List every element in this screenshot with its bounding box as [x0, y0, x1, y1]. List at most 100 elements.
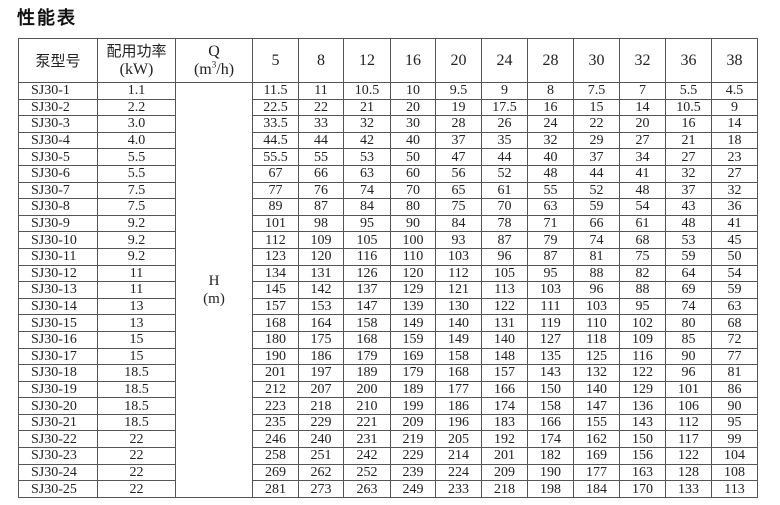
model-cell: SJ30-22	[18, 430, 98, 449]
head-value-cell: 55	[298, 148, 344, 166]
head-value-cell: 201	[481, 447, 528, 465]
model-cell: SJ30-23	[18, 447, 98, 465]
head-value-cell: 75	[435, 198, 482, 216]
head-value-cell: 87	[481, 231, 528, 249]
head-value-cell: 189	[343, 364, 391, 382]
header-flow-value: 8	[298, 38, 344, 83]
head-value-cell: 233	[435, 480, 482, 498]
model-cell: SJ30-19	[18, 380, 98, 399]
head-value-cell: 179	[343, 347, 391, 366]
model-cell: SJ30-6	[18, 164, 98, 183]
head-value-cell: 126	[343, 264, 391, 283]
head-value-cell: 121	[435, 281, 482, 299]
head-value-cell: 48	[665, 214, 712, 233]
table-row: SJ30-24 22 269 262 252 239 224 209 190 177 163 128 1…	[18, 463, 758, 482]
power-cell: 18.5	[97, 364, 176, 382]
head-value-cell: 182	[527, 447, 574, 465]
head-value-cell: 214	[435, 447, 482, 465]
head-value-cell: 72	[711, 330, 758, 349]
head-value-cell: 116	[343, 247, 391, 266]
head-value-cell: 120	[298, 247, 344, 266]
head-value-cell: 184	[573, 480, 620, 498]
header-power-label: 配用功率	[106, 42, 167, 60]
head-value-cell: 68	[711, 314, 758, 332]
head-value-cell: 158	[435, 347, 482, 366]
head-value-cell: 70	[390, 181, 436, 200]
head-value-cell: 140	[435, 314, 482, 332]
table-row: SJ30-19 18.5 212 207 200 189 177 166 150 140 129 10…	[18, 380, 758, 399]
head-value-cell: 153	[298, 297, 344, 316]
model-cell: SJ30-3	[18, 115, 98, 133]
power-cell: 13	[97, 314, 176, 332]
model-cell: SJ30-1	[18, 82, 98, 100]
head-value-cell: 20	[390, 98, 436, 117]
table-row: SJ30-1 1.1 H (m) 11.5 11 10.5 10 9.5 9 8 7.5 7 5.5 4.5	[18, 82, 758, 498]
head-value-cell: 105	[343, 231, 391, 249]
head-value-cell: 104	[711, 447, 758, 465]
head-value-cell: 168	[343, 330, 391, 349]
head-value-cell: 231	[343, 430, 391, 449]
model-cell: SJ30-8	[18, 198, 98, 216]
head-value-cell: 207	[298, 380, 344, 399]
table-row: SJ30-11 9.2 123 120 116 110 103 96 87 81 75 59 50	[18, 247, 758, 266]
head-value-cell: 90	[711, 397, 758, 415]
head-value-cell: 174	[527, 430, 574, 449]
head-value-cell: 95	[711, 413, 758, 432]
head-value-cell: 32	[343, 115, 391, 133]
head-value-cell: 65	[435, 181, 482, 200]
head-value-cell: 66	[573, 214, 620, 233]
head-label-cell: H (m)	[175, 82, 253, 498]
power-cell: 9.2	[97, 231, 176, 249]
head-value-cell: 26	[481, 115, 528, 133]
power-cell: 15	[97, 330, 176, 349]
head-value-cell: 44	[481, 148, 528, 166]
head-value-cell: 189	[390, 380, 436, 399]
model-cell: SJ30-10	[18, 231, 98, 249]
head-value-cell: 84	[435, 214, 482, 233]
head-value-cell: 177	[435, 380, 482, 399]
head-value-cell: 180	[252, 330, 299, 349]
head-value-cell: 263	[343, 480, 391, 498]
power-cell: 22	[97, 463, 176, 482]
table-row: SJ30-5 5.5 55.5 55 53 50 47 44 40 37 34 27 23	[18, 148, 758, 166]
head-value-cell: 101	[252, 214, 299, 233]
head-label: H	[208, 272, 220, 289]
power-cell: 11	[97, 281, 176, 299]
model-cell: SJ30-5	[18, 148, 98, 166]
power-cell: 13	[97, 297, 176, 316]
head-value-cell: 147	[343, 297, 391, 316]
head-value-cell: 156	[619, 447, 666, 465]
head-value-cell: 110	[573, 314, 620, 332]
head-value-cell: 80	[390, 198, 436, 216]
head-value-cell: 84	[343, 198, 391, 216]
head-value-cell: 54	[619, 198, 666, 216]
head-value-cell: 106	[665, 397, 712, 415]
model-cell: SJ30-11	[18, 247, 98, 266]
head-value-cell: 35	[481, 131, 528, 150]
head-value-cell: 122	[481, 297, 528, 316]
head-value-cell: 112	[252, 231, 299, 249]
header-power: 配用功率 (kW)	[97, 38, 176, 83]
head-value-cell: 96	[573, 281, 620, 299]
head-value-cell: 159	[390, 330, 436, 349]
head-value-cell: 133	[665, 480, 712, 498]
table-row: SJ30-14 13 157 153 147 139 130 122 111 103 95 74 63	[18, 297, 758, 316]
head-value-cell: 129	[390, 281, 436, 299]
head-value-cell: 20	[619, 115, 666, 133]
unit-prefix: (m	[193, 60, 212, 78]
head-value-cell: 32	[527, 131, 574, 150]
head-value-cell: 109	[298, 231, 344, 249]
head-value-cell: 242	[343, 447, 391, 465]
head-value-cell: 27	[619, 131, 666, 150]
head-value-cell: 113	[711, 480, 758, 498]
head-value-cell: 53	[665, 231, 712, 249]
head-value-cell: 196	[435, 413, 482, 432]
head-value-cell: 209	[390, 413, 436, 432]
head-value-cell: 50	[390, 148, 436, 166]
head-value-cell: 96	[665, 364, 712, 382]
head-value-cell: 61	[619, 214, 666, 233]
model-cell: SJ30-14	[18, 297, 98, 316]
head-value-cell: 21	[343, 98, 391, 117]
power-cell: 9.2	[97, 247, 176, 266]
head-value-cell: 103	[527, 281, 574, 299]
